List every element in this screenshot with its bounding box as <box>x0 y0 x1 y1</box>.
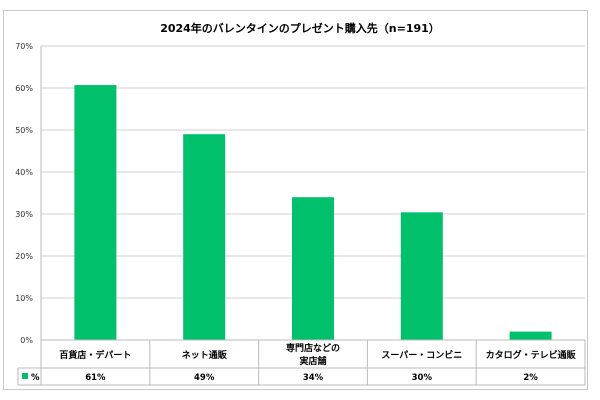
data-label: 49% <box>194 373 215 383</box>
bar <box>292 197 334 340</box>
category-label: 専門店などの実店舗 <box>286 342 340 367</box>
legend-label: % <box>31 373 40 383</box>
category-label: カタログ・テレビ通販 <box>486 349 577 361</box>
legend-swatch <box>22 373 28 379</box>
category-label: ネット通販 <box>182 349 228 361</box>
y-tick-label: 60% <box>15 84 33 93</box>
chart-title: 2024年のバレンタインのプレゼント購入先（n=191） <box>160 22 440 35</box>
category-label: スーパー・コンビニ <box>381 349 462 361</box>
data-label: 61% <box>85 373 106 383</box>
y-tick-label: 50% <box>15 126 33 135</box>
y-tick-label: 0% <box>20 336 33 345</box>
y-tick-label: 10% <box>15 294 33 303</box>
y-tick-label: 40% <box>15 168 33 177</box>
bar <box>400 212 443 340</box>
bar <box>509 331 552 340</box>
y-tick-label: 70% <box>15 42 33 51</box>
bar <box>74 85 117 340</box>
bar <box>183 134 226 340</box>
y-tick-label: 30% <box>15 210 33 219</box>
category-label: 百貨店・デパート <box>59 349 131 361</box>
y-tick-label: 20% <box>15 252 33 261</box>
chart-frame <box>3 10 588 390</box>
data-label: 34% <box>303 373 324 383</box>
data-label: 2% <box>523 373 538 383</box>
data-label: 30% <box>412 373 433 383</box>
